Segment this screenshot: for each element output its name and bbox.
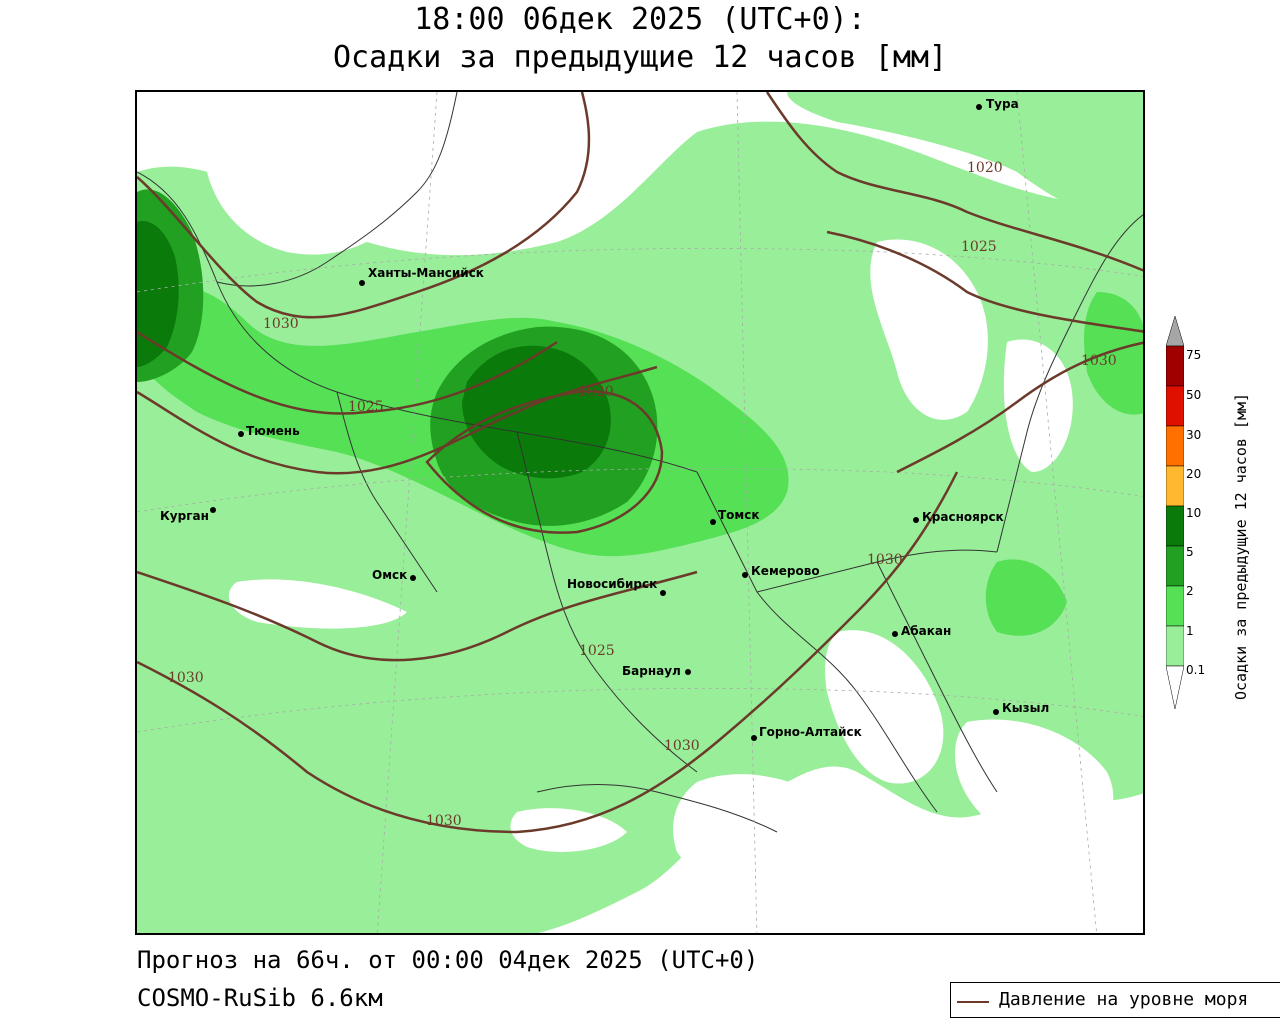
isobar-label: 1025 (961, 239, 997, 255)
isobars (137, 92, 1143, 834)
city-dot-tyumen (238, 431, 244, 437)
isobar-label: 1030 (1081, 353, 1117, 369)
precip-very-heavy-area (137, 221, 611, 479)
colorbar-segment (1166, 425, 1184, 467)
city-label-gorno-altaysk: Горно-Алтайск (759, 725, 862, 739)
colorbar-tick: 1 (1186, 624, 1194, 638)
city-label-tura: Тура (986, 97, 1019, 111)
city-label-tomsk: Томск (718, 508, 760, 522)
city-dot-abakan (892, 631, 898, 637)
no-precip-areas (197, 92, 1114, 903)
map-canvas (137, 92, 1143, 933)
city-dot-barnaul (685, 669, 691, 675)
forecast-info: Прогноз на 66ч. от 00:00 04дек 2025 (UTC… (137, 946, 759, 974)
colorbar-tick: 75 (1186, 348, 1202, 362)
isobar-label: 1025 (579, 643, 615, 659)
isobar-label: 1020 (578, 384, 614, 400)
map-title-time: 18:00 06дек 2025 (UTC+0): (414, 2, 866, 37)
isobar-label: 1030 (263, 316, 299, 332)
city-label-kemerovo: Кемерово (751, 564, 820, 578)
city-label-kurgan: Курган (160, 509, 209, 523)
city-dot-kyzyl (993, 709, 999, 715)
city-label-khanty-mansiysk: Ханты-Мансийск (368, 266, 484, 280)
city-dot-tura (976, 104, 982, 110)
isobar-legend: Давление на уровне моря (950, 982, 1280, 1018)
isobar-label: 1030 (168, 670, 204, 686)
precip-colorbar (1166, 316, 1184, 710)
colorbar-tick: 5 (1186, 545, 1194, 559)
colorbar-tick: 10 (1186, 506, 1202, 520)
colorbar-tick: 30 (1186, 428, 1202, 442)
colorbar-tick: 50 (1186, 388, 1202, 402)
isobar-label: 1020 (967, 160, 1003, 176)
city-dot-kemerovo (742, 572, 748, 578)
city-label-omsk: Омск (372, 568, 408, 582)
colorbar-bottom-arrow (1166, 665, 1184, 710)
isobar-legend-label: Давление на уровне моря (999, 989, 1249, 1010)
city-label-tyumen: Тюмень (246, 424, 300, 438)
colorbar-segment (1166, 465, 1184, 507)
colorbar-title: Осадки за предыдущие 12 часов [мм] (1232, 392, 1250, 700)
city-dot-gorno-altaysk (751, 735, 757, 741)
city-label-novosibirsk: Новосибирск (567, 577, 658, 591)
colorbar-tick: 20 (1186, 467, 1202, 481)
city-label-abakan: Абакан (901, 624, 952, 638)
isobar-legend-line (957, 1001, 989, 1003)
city-label-krasnoyarsk: Красноярск (922, 510, 1004, 524)
colorbar-segment (1166, 505, 1184, 547)
city-dot-tomsk (710, 519, 716, 525)
model-name: COSMO-RuSib 6.6км (137, 984, 383, 1012)
city-dot-novosibirsk (660, 590, 666, 596)
city-label-barnaul: Барнаул (622, 664, 681, 678)
region-borders (137, 92, 1143, 833)
map-title-variable: Осадки за предыдущие 12 часов [мм] (332, 40, 948, 75)
city-dot-khanty-mansiysk (359, 280, 365, 286)
colorbar-segment (1166, 345, 1184, 387)
city-dot-kurgan (210, 507, 216, 513)
colorbar-tick: 2 (1186, 584, 1194, 598)
colorbar-segment (1166, 385, 1184, 427)
city-dot-krasnoyarsk (913, 517, 919, 523)
colorbar-segment (1166, 585, 1184, 627)
colorbar-tick: 0.1 (1186, 663, 1206, 677)
city-dot-omsk (410, 575, 416, 581)
colorbar-segment (1166, 625, 1184, 667)
isobar-label: 1030 (426, 813, 462, 829)
isobar-label: 1030 (664, 738, 700, 754)
colorbar-top-arrow (1166, 316, 1184, 347)
city-label-kyzyl: Кызыл (1002, 701, 1050, 715)
colorbar-segment (1166, 545, 1184, 587)
isobar-label: 1025 (348, 399, 384, 415)
isobar-label: 1030 (867, 552, 903, 568)
precipitation-map (135, 90, 1145, 935)
